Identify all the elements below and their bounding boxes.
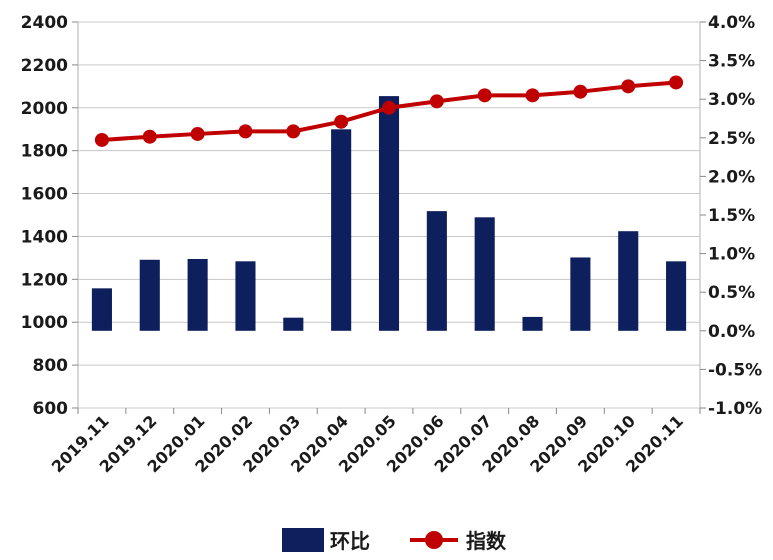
right-axis-tick-label: 3.5%: [708, 52, 755, 72]
bar-huanbi: [139, 259, 160, 331]
left-axis-tick-label: 600: [33, 399, 69, 419]
bar-huanbi: [618, 231, 639, 331]
bar-huanbi: [378, 96, 400, 331]
right-axis-tick-label: 2.0%: [708, 167, 755, 187]
legend-label-huanbi[interactable]: 环比: [330, 529, 370, 553]
left-axis-tick-label: 1800: [21, 142, 68, 162]
line-point-zhishu: [94, 132, 109, 147]
line-point-zhishu: [382, 100, 396, 115]
right-axis-tick-label: 1.0%: [708, 245, 755, 265]
right-axis-tick-label: 1.5%: [708, 206, 755, 226]
legend-swatch-huanbi[interactable]: [282, 528, 324, 552]
line-point-zhishu: [477, 88, 492, 103]
left-axis-tick-label: 2200: [21, 56, 68, 76]
legend-label-zhishu[interactable]: 指数: [466, 529, 507, 553]
bar-huanbi: [331, 129, 352, 331]
bar-huanbi: [283, 317, 304, 331]
right-axis-tick-label: -0.5%: [708, 360, 762, 380]
line-point-zhishu: [190, 126, 205, 141]
bar-huanbi: [235, 261, 256, 331]
line-point-zhishu: [669, 75, 684, 90]
right-axis-tick-label: -1.0%: [708, 399, 762, 419]
left-axis-tick-label: 2000: [21, 99, 68, 119]
bar-huanbi: [522, 316, 543, 331]
left-axis-tick-label: 1200: [21, 270, 68, 290]
right-axis-tick-label: 0.0%: [708, 322, 755, 342]
left-axis-tick-label: 1600: [21, 185, 68, 205]
line-point-zhishu: [334, 114, 349, 129]
right-axis-tick-label: 0.5%: [708, 283, 755, 303]
line-point-zhishu: [286, 124, 301, 139]
bar-huanbi: [474, 217, 495, 331]
bar-huanbi: [91, 288, 112, 331]
left-axis-tick-label: 800: [33, 356, 69, 376]
right-axis-tick-label: 3.0%: [708, 90, 755, 110]
left-axis-tick-label: 2400: [21, 13, 68, 33]
line-point-zhishu: [238, 124, 253, 139]
left-axis-tick-label: 1000: [21, 313, 68, 333]
line-point-zhishu: [429, 94, 444, 109]
line-point-zhishu: [142, 129, 157, 144]
bar-huanbi: [666, 261, 687, 331]
line-point-zhishu: [525, 88, 540, 103]
legend-marker-zhishu[interactable]: [425, 531, 443, 549]
bar-huanbi: [187, 259, 208, 331]
right-axis-tick-label: 2.5%: [708, 129, 755, 149]
left-axis-tick-label: 1400: [21, 227, 68, 247]
line-point-zhishu: [573, 84, 588, 99]
bar-huanbi: [570, 257, 591, 331]
right-axis-tick-label: 4.0%: [708, 13, 755, 33]
bar-huanbi: [426, 211, 447, 331]
line-point-zhishu: [621, 79, 636, 94]
